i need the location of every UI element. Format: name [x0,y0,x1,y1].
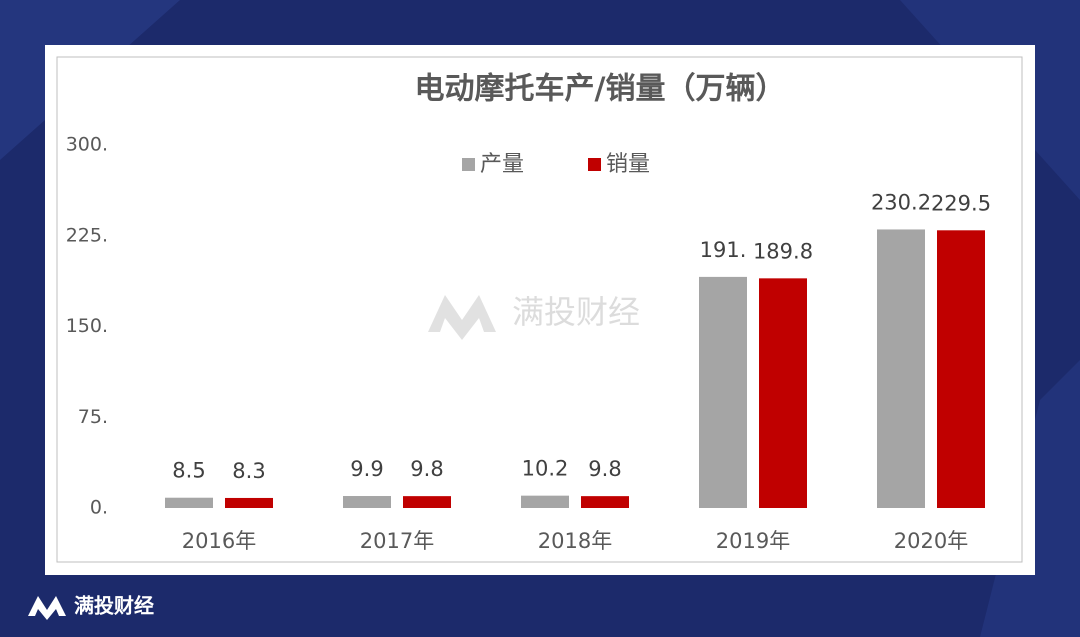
x-tick-label: 2017年 [360,529,434,553]
data-label: 191. [700,238,747,262]
bar [521,495,569,508]
watermark-text: 满投财经 [512,293,640,331]
brand-logo [28,596,66,620]
bar [937,230,985,508]
chart-title: 电动摩托车产/销量（万辆） [415,72,786,107]
legend-swatch [462,158,475,171]
legend-label: 销量 [606,152,650,177]
data-label: 189.8 [753,239,813,263]
x-tick-label: 2016年 [182,529,256,553]
data-label: 8.5 [172,459,205,483]
data-label: 10.2 [522,457,569,481]
data-label: 230.2 [871,190,931,214]
y-tick-label: 0. [90,497,108,519]
data-label: 9.8 [410,457,443,481]
chart-border [56,56,1023,563]
x-tick-label: 2019年 [716,529,790,553]
watermark-group: 满投财经 [428,293,640,340]
x-tick-label: 2018年 [538,529,612,553]
data-label: 8.3 [232,459,265,483]
bar [225,497,273,508]
bar [877,229,925,508]
y-tick-label: 300. [66,134,108,156]
brand-text: 满投财经 [74,594,154,618]
y-tick-label: 150. [66,315,108,337]
legend-swatch [588,158,601,171]
bar [165,497,213,508]
y-tick-label: 75. [78,406,108,428]
data-label: 9.9 [350,457,383,481]
bar [403,496,451,508]
y-tick-label: 225. [66,224,108,246]
bar [581,496,629,508]
data-label: 9.8 [588,457,621,481]
data-label: 229.5 [931,191,991,215]
legend-label: 产量 [480,152,524,177]
bar [759,278,807,508]
watermark-logo [428,295,496,340]
bar [343,496,391,508]
bar [699,276,747,508]
x-tick-label: 2020年 [894,529,968,553]
